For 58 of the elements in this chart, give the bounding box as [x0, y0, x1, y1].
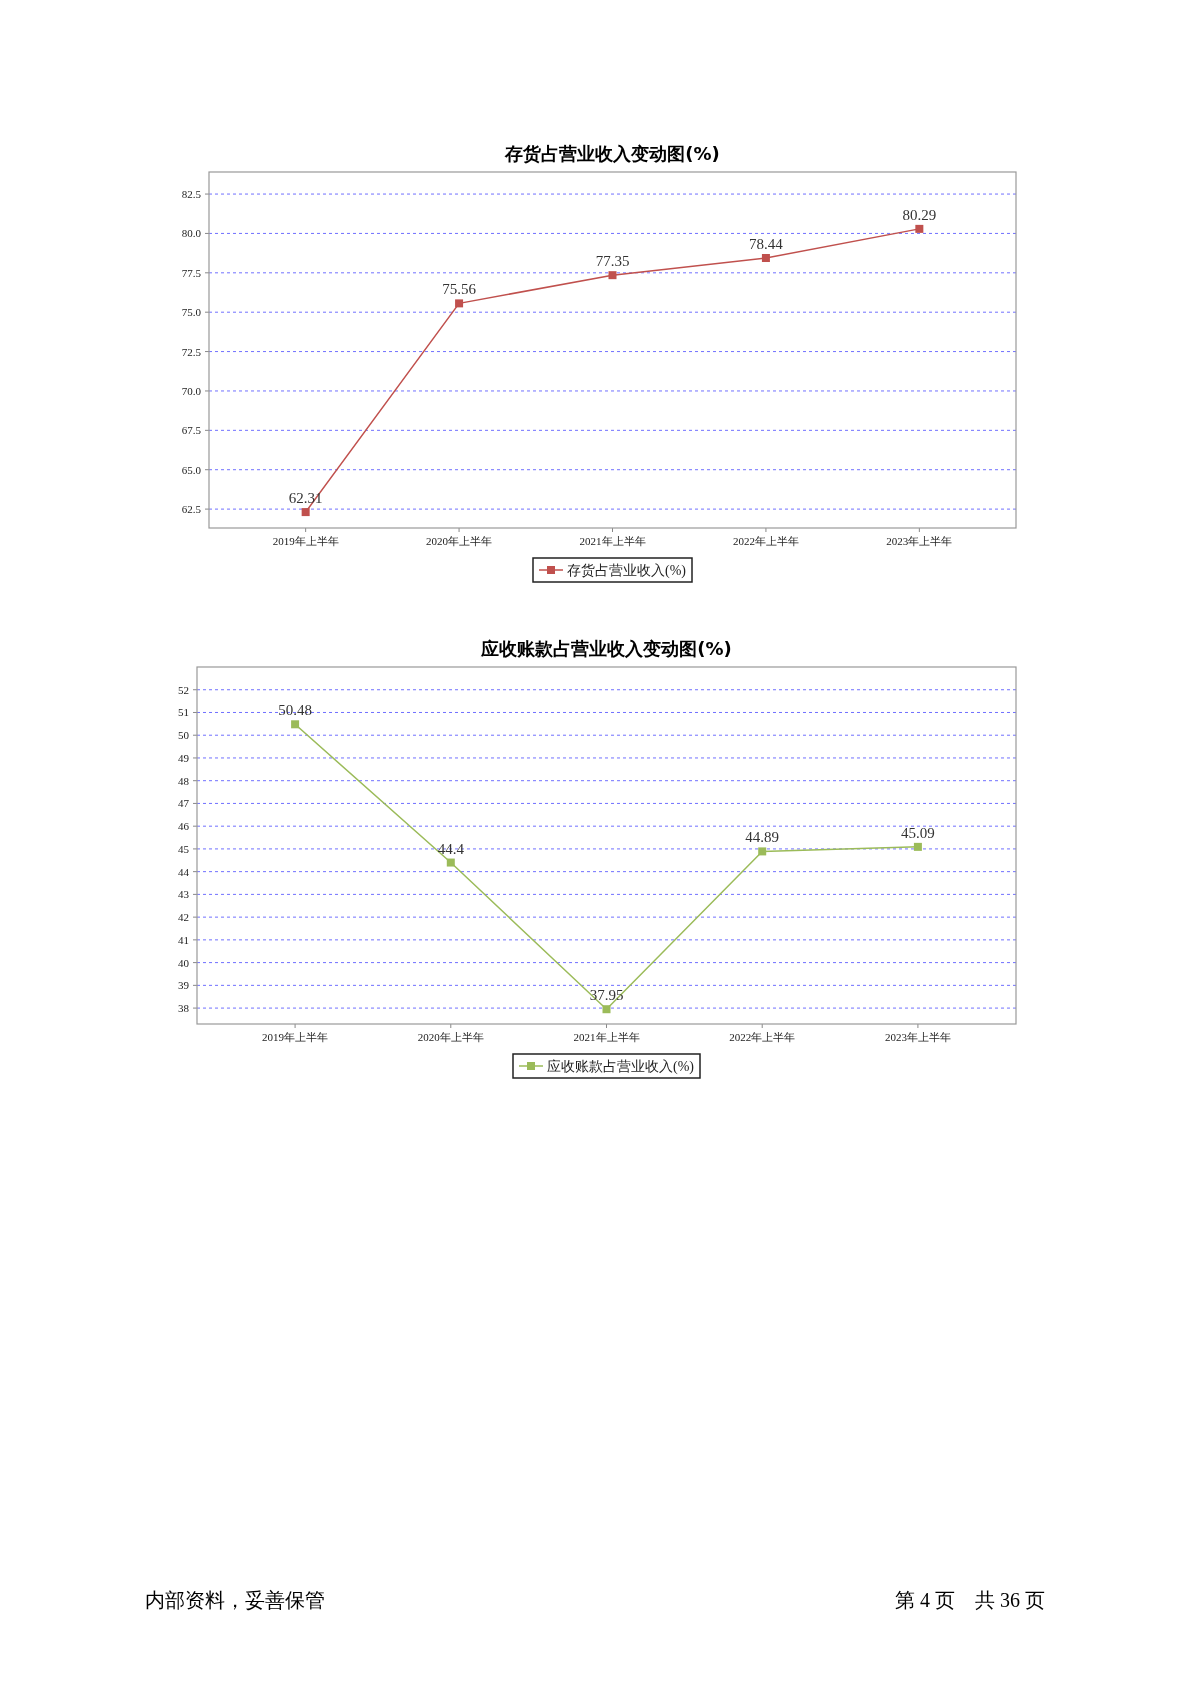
x-tick-label: 2019年上半年	[272, 535, 339, 547]
y-tick-label: 49	[178, 751, 190, 764]
x-tick-label: 2022年上半年	[729, 1031, 796, 1043]
y-tick-label: 65.0	[181, 463, 202, 476]
y-tick-label: 41	[178, 933, 189, 946]
chart-title: 存货占营业收入变动图(%)	[504, 143, 720, 164]
y-tick-label: 50	[178, 729, 190, 742]
point	[915, 224, 924, 233]
y-tick-label: 80.0	[181, 227, 202, 240]
y-tick-label: 46	[178, 820, 190, 833]
y-tick-label: 77.5	[181, 266, 202, 279]
data-label: 45.09	[901, 824, 935, 841]
y-tick-label: 52	[178, 683, 189, 696]
x-tick-label: 2021年上半年	[579, 535, 646, 547]
y-tick-label: 82.5	[181, 188, 202, 201]
y-tick-label: 44	[178, 865, 190, 878]
y-tick-label: 72.5	[181, 345, 202, 358]
y-tick-label: 75.0	[181, 306, 202, 319]
x-tick-label: 2022年上半年	[732, 535, 799, 547]
y-tick-label: 51	[178, 706, 189, 719]
y-tick-label: 45	[178, 842, 190, 855]
data-label: 44.89	[745, 829, 780, 846]
legend-label: 应收账款占营业收入(%)	[547, 1059, 695, 1075]
data-label: 78.44	[749, 236, 784, 253]
point	[291, 720, 300, 729]
y-tick-label: 47	[178, 797, 190, 810]
y-tick-label: 48	[178, 774, 190, 787]
y-tick-label: 42	[178, 911, 189, 924]
y-tick-label: 40	[178, 956, 190, 969]
point	[602, 1005, 611, 1014]
x-tick-label: 2023年上半年	[884, 1031, 951, 1043]
x-tick-label: 2020年上半年	[426, 535, 493, 547]
x-tick-label: 2019年上半年	[262, 1031, 329, 1043]
data-label: 50.48	[278, 702, 312, 719]
y-tick-label: 62.5	[181, 503, 202, 516]
chart-title: 应收账款占营业收入变动图(%)	[480, 638, 732, 659]
legend-label: 存货占营业收入(%)	[567, 563, 687, 579]
text: 内部资料，妥善保管	[145, 1589, 325, 1611]
point	[301, 508, 310, 517]
x-tick-label: 2021年上半年	[573, 1031, 640, 1043]
text: 第 4 页 共 36 页	[895, 1589, 1045, 1611]
y-tick-label: 38	[178, 1002, 190, 1015]
point	[446, 858, 455, 867]
data-label: 44.4	[437, 840, 465, 857]
y-tick-label: 70.0	[181, 384, 202, 397]
data-label: 80.29	[902, 206, 937, 223]
point	[455, 299, 464, 308]
y-tick-label: 67.5	[181, 424, 202, 437]
point	[913, 842, 922, 851]
x-tick-label: 2023年上半年	[886, 535, 953, 547]
y-tick-label: 43	[178, 888, 190, 901]
x-tick-label: 2020年上半年	[417, 1031, 484, 1043]
data-label: 75.56	[442, 281, 477, 298]
point	[761, 254, 770, 263]
y-tick-label: 39	[178, 979, 190, 992]
point	[608, 271, 617, 280]
point	[758, 847, 767, 856]
data-label: 77.35	[595, 253, 630, 270]
